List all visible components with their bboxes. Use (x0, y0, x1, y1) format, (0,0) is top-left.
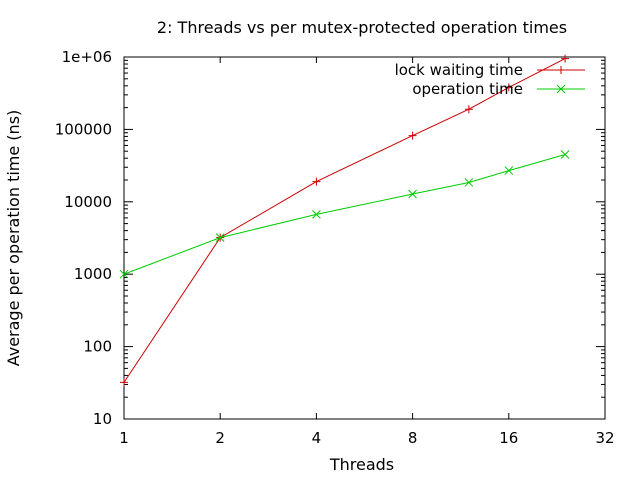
x-tick-label: 2 (215, 429, 225, 447)
series-layer (119, 54, 570, 387)
data-point (215, 233, 225, 242)
y-axis: 10 100 1000 10000 100000 1e+06 (55, 48, 605, 428)
y-tick-label: 10 (93, 410, 112, 428)
data-point (504, 166, 514, 175)
x-axis-title: Threads (329, 455, 394, 474)
data-point (312, 210, 321, 219)
y-axis-title: Average per operation time (ns) (4, 110, 23, 367)
series-line (123, 154, 566, 275)
data-point (504, 83, 513, 92)
data-point (312, 177, 321, 186)
series-1 (119, 150, 570, 279)
y-tick-label: 1e+06 (62, 48, 112, 66)
y-tick-label: 100 (83, 338, 112, 356)
y-tick-label: 10000 (64, 193, 112, 211)
data-point (464, 178, 474, 187)
chart-title: 2: Threads vs per mutex-protected operat… (157, 18, 567, 37)
data-point (119, 269, 129, 279)
x-tick-label: 16 (499, 429, 518, 447)
data-point (408, 131, 417, 140)
data-point (561, 54, 570, 63)
legend-marker (557, 66, 565, 74)
plot-border (123, 56, 606, 420)
x-tick-label: 8 (408, 429, 418, 447)
x-tick-label: 1 (119, 429, 129, 447)
y-tick-label: 100000 (55, 120, 112, 138)
data-point (408, 189, 417, 199)
data-point (464, 105, 473, 114)
plot-frame (123, 56, 606, 420)
data-point (120, 378, 128, 387)
y-tick-label: 1000 (74, 265, 112, 283)
series-0 (120, 54, 570, 387)
series-line (123, 58, 566, 383)
legend-label: operation time (412, 80, 523, 98)
x-tick-label: 32 (595, 429, 614, 447)
legend-label: lock waiting time (395, 61, 523, 79)
legend-marker (556, 84, 566, 94)
x-axis: 1 2 4 8 16 32 (119, 57, 615, 447)
data-point (560, 150, 570, 159)
x-tick-label: 4 (312, 429, 322, 447)
